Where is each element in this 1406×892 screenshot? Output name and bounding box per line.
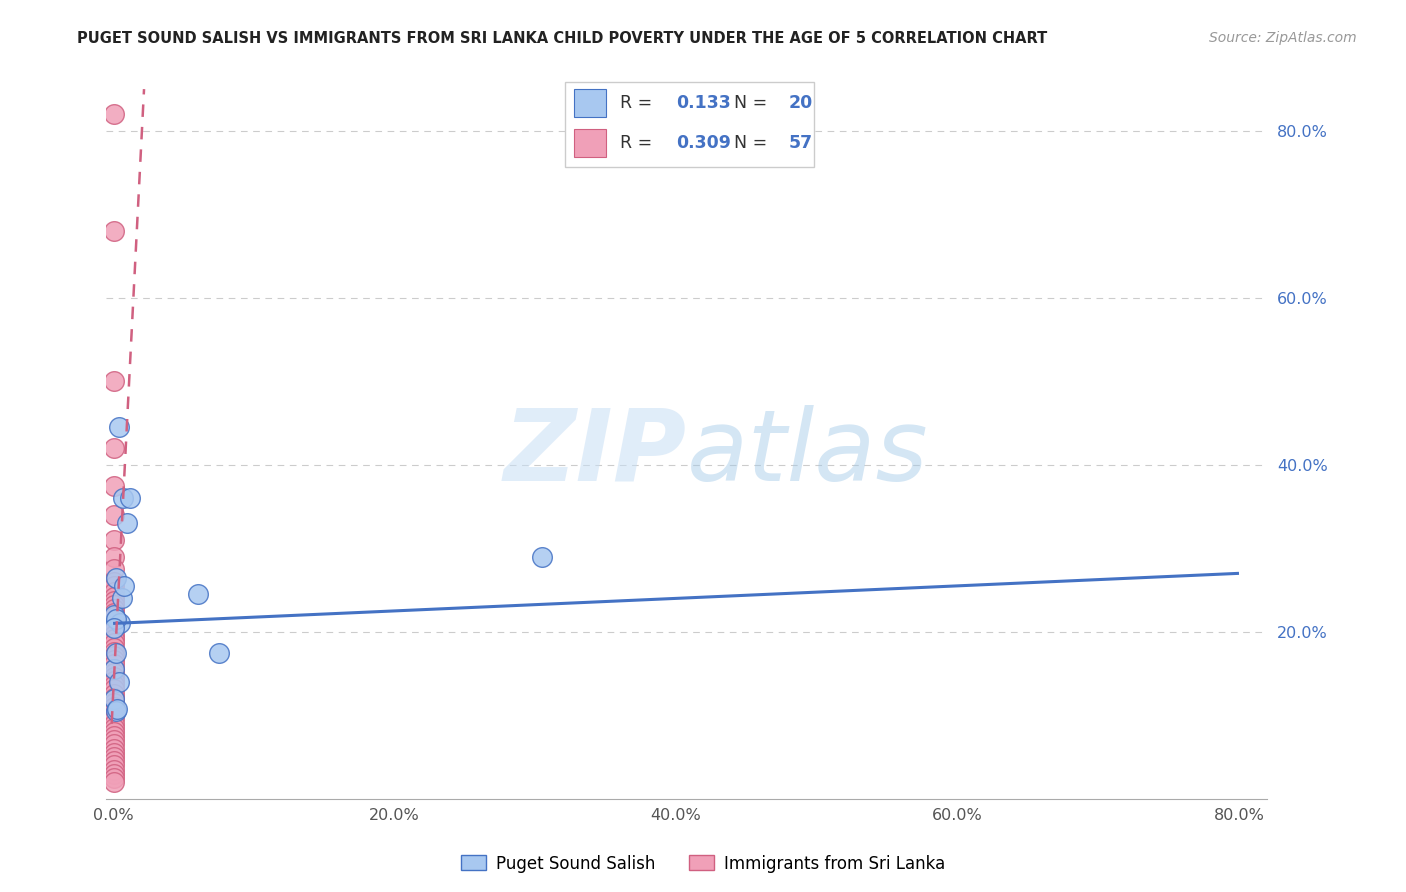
Point [103,478,125,492]
Point [103,562,125,576]
Point [103,608,125,623]
Legend: Puget Sound Salish, Immigrants from Sri Lanka: Puget Sound Salish, Immigrants from Sri … [454,848,952,880]
Point [110,591,132,606]
Point [103,758,125,772]
Text: N =: N = [734,94,773,112]
Point [103,738,125,752]
Point [103,678,125,692]
Text: R =: R = [620,135,658,153]
FancyBboxPatch shape [574,89,606,117]
Point [104,704,127,718]
Point [103,665,125,680]
Point [115,516,138,531]
Point [103,721,125,735]
Point [103,618,125,632]
Point [103,682,125,697]
Point [103,687,125,701]
Point [103,594,125,608]
Point [103,590,125,604]
Point [104,570,127,584]
Point [103,107,125,121]
Point [207,646,229,660]
Point [103,661,125,675]
Point [103,716,125,731]
Point [103,750,125,764]
Point [103,574,125,589]
FancyBboxPatch shape [565,82,814,167]
Text: ZIP: ZIP [503,405,686,502]
Text: 57: 57 [789,135,813,153]
Point [103,754,125,768]
Text: 20: 20 [789,94,813,112]
Point [111,491,134,506]
Text: N =: N = [734,135,773,153]
Point [103,374,125,388]
Point [103,614,125,628]
Point [103,673,125,688]
Point [103,602,125,616]
Point [107,420,129,434]
Point [103,729,125,743]
Point [104,646,127,660]
Point [103,657,125,672]
Point [103,670,125,684]
Point [103,508,125,522]
Point [103,700,125,714]
Point [103,746,125,760]
Point [103,640,125,655]
Point [112,579,135,593]
Point [103,579,125,593]
Point [103,607,125,621]
Point [103,696,125,710]
FancyBboxPatch shape [574,129,606,157]
Point [108,616,131,631]
Point [105,702,128,716]
Point [103,708,125,723]
Point [103,741,125,756]
Point [103,725,125,739]
Point [103,648,125,663]
Text: 0.133: 0.133 [676,94,731,112]
Point [103,775,125,789]
Point [104,612,127,626]
Point [103,632,125,647]
Point [103,598,125,612]
Point [103,533,125,547]
Point [103,653,125,667]
Text: atlas: atlas [686,405,928,502]
Point [103,224,125,238]
Point [103,691,125,706]
Point [531,549,554,564]
Point [103,609,125,624]
Point [118,491,141,506]
Point [103,441,125,455]
Point [103,771,125,785]
Point [103,645,125,659]
Point [103,621,125,635]
Point [103,636,125,650]
Point [103,763,125,777]
Point [103,733,125,747]
Point [186,587,208,601]
Text: 0.309: 0.309 [676,135,731,153]
Point [103,713,125,727]
Point [103,766,125,780]
Point [103,662,125,676]
Text: Source: ZipAtlas.com: Source: ZipAtlas.com [1209,31,1357,45]
Text: R =: R = [620,94,658,112]
Point [103,549,125,564]
Point [103,690,125,705]
Point [103,704,125,718]
Point [103,623,125,637]
Point [103,628,125,642]
Text: PUGET SOUND SALISH VS IMMIGRANTS FROM SRI LANKA CHILD POVERTY UNDER THE AGE OF 5: PUGET SOUND SALISH VS IMMIGRANTS FROM SR… [77,31,1047,46]
Point [107,674,129,689]
Point [103,584,125,599]
